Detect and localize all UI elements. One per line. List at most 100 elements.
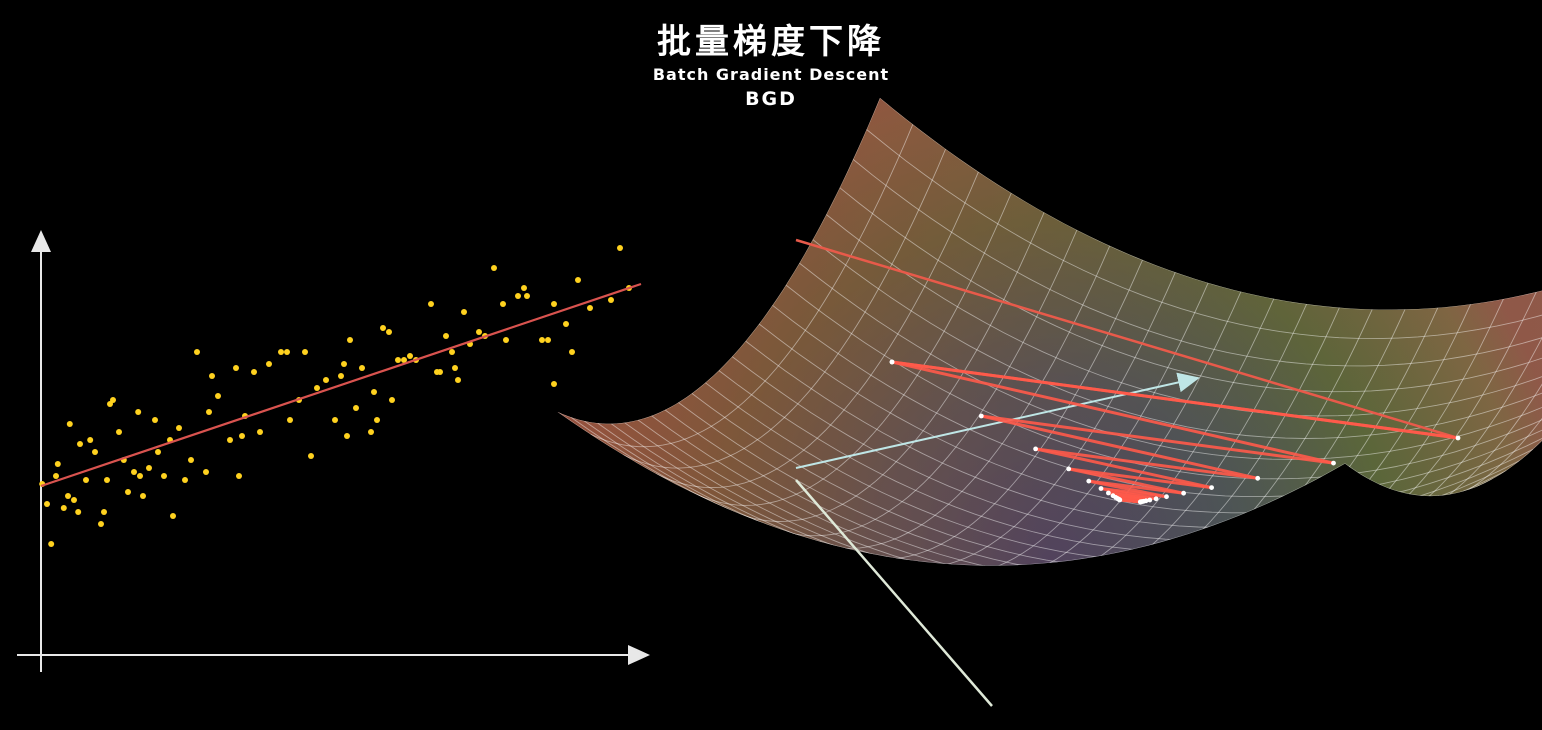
data-point: [515, 293, 521, 299]
data-point: [131, 469, 137, 475]
data-point: [608, 297, 614, 303]
data-point: [176, 425, 182, 431]
grid-line: [721, 212, 1045, 522]
data-point: [116, 429, 122, 435]
grid-line: [1344, 246, 1542, 497]
data-point: [215, 393, 221, 399]
data-point: [66, 421, 73, 427]
data-point: [341, 361, 347, 367]
data-point: [545, 337, 551, 343]
descent-step: [1068, 467, 1212, 490]
descent-point: [1066, 466, 1072, 472]
data-point: [575, 277, 581, 283]
descent-point: [1255, 475, 1261, 481]
data-point: [194, 349, 200, 355]
data-point: [152, 417, 158, 423]
data-point: [257, 429, 263, 435]
descent-step: [980, 414, 1259, 480]
descent-point: [1455, 435, 1461, 441]
data-point: [209, 373, 215, 379]
data-point: [287, 417, 293, 423]
data-point: [359, 365, 365, 371]
data-point: [395, 357, 401, 363]
data-point: [101, 509, 107, 515]
data-point: [135, 409, 142, 415]
data-point: [371, 389, 377, 395]
data-point: [332, 417, 338, 423]
data-point: [353, 405, 359, 411]
descent-step: [981, 414, 1334, 465]
descent-point: [1331, 460, 1336, 466]
data-point: [104, 477, 110, 483]
grid-line: [885, 282, 1209, 566]
data-point: [521, 285, 527, 291]
data-point: [60, 505, 67, 511]
data-point: [170, 513, 176, 519]
data-point: [476, 329, 482, 335]
data-point: [236, 473, 242, 479]
descent-point: [1033, 446, 1038, 452]
data-point: [54, 461, 61, 467]
data-point: [401, 357, 407, 363]
scatter-chart: [17, 230, 650, 672]
descent-step: [1035, 447, 1258, 480]
page-title: 批量梯度下降: [657, 22, 885, 62]
descent-point: [1209, 485, 1214, 490]
data-point: [233, 365, 239, 371]
data-point: [302, 349, 308, 355]
page-abbreviation: BGD: [745, 88, 797, 110]
data-point: [491, 265, 497, 271]
descent-point: [1164, 494, 1169, 500]
data-point: [284, 349, 290, 355]
grid-line: [852, 159, 1542, 367]
data-point: [461, 309, 467, 315]
data-point: [569, 349, 575, 355]
descent-point: [1106, 490, 1111, 496]
data-point: [389, 397, 395, 403]
descent-point: [1098, 486, 1104, 491]
data-point: [92, 449, 98, 455]
data-point: [203, 469, 209, 475]
data-point: [44, 501, 50, 507]
data-point: [380, 325, 386, 331]
data-point: [449, 349, 455, 355]
data-point: [503, 337, 509, 343]
grid-line: [590, 124, 914, 448]
data-point: [65, 493, 71, 499]
grid-line: [852, 272, 1176, 566]
data-point: [227, 437, 233, 443]
data-point: [140, 493, 146, 499]
grid-line: [688, 192, 1012, 506]
data-point: [266, 361, 272, 367]
data-point: [539, 337, 545, 343]
descent-point: [1147, 497, 1153, 503]
data-point: [308, 453, 314, 459]
data-point: [251, 369, 257, 375]
data-point: [98, 521, 104, 527]
data-point: [110, 397, 116, 403]
data-point: [161, 473, 167, 479]
data-point: [587, 305, 593, 311]
descent-point: [1181, 490, 1186, 496]
data-point: [146, 465, 152, 471]
data-point: [182, 477, 188, 483]
data-point: [53, 473, 59, 479]
grid-line: [812, 239, 1542, 439]
data-point: [188, 457, 194, 463]
descent-step: [891, 360, 1334, 465]
data-point: [155, 449, 161, 455]
data-point: [386, 329, 392, 335]
descent-step: [891, 360, 1459, 440]
grid-line: [758, 323, 1542, 514]
grid-line: [655, 171, 979, 489]
data-point: [437, 369, 443, 375]
data-point: [551, 301, 557, 307]
data-point: [206, 409, 212, 415]
data-point: [323, 377, 329, 383]
grid-line: [557, 411, 1346, 566]
data-point: [278, 349, 284, 355]
descent-path: [889, 359, 1461, 505]
data-point: [239, 433, 245, 439]
descent-step: [1068, 467, 1184, 495]
